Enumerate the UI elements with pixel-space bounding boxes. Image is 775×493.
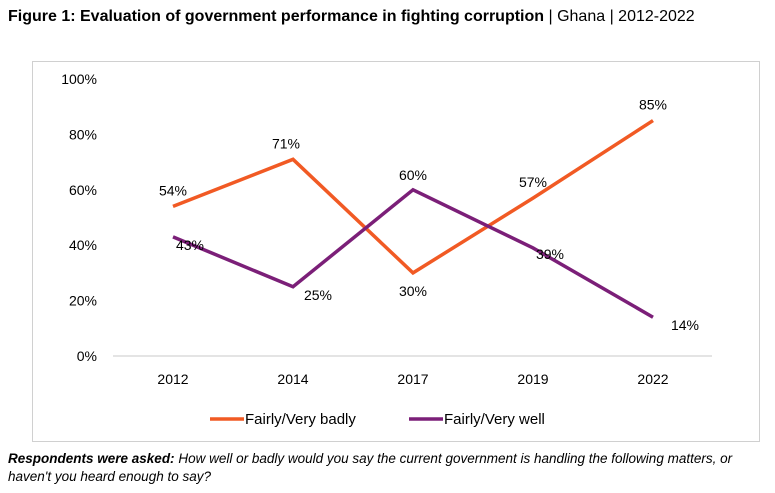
x-tick-label: 2014 — [277, 371, 308, 387]
chart-frame — [32, 61, 760, 442]
note-text: How well or badly would you say the curr… — [8, 451, 733, 484]
figure-title-main: Figure 1: Evaluation of government perfo… — [8, 8, 545, 25]
legend-label: Fairly/Very well — [444, 411, 545, 428]
y-tick-label: 60% — [69, 182, 97, 198]
x-tick-label: 2017 — [397, 371, 428, 387]
y-tick-label: 0% — [77, 348, 97, 364]
figure-title: Figure 1: Evaluation of government perfo… — [8, 6, 768, 28]
data-label: 30% — [399, 283, 427, 299]
y-tick-label: 20% — [69, 293, 97, 309]
data-label: 54% — [159, 182, 187, 198]
data-label: 71% — [272, 135, 300, 151]
data-label: 85% — [639, 97, 667, 113]
series-layer — [172, 119, 654, 319]
y-tick-label: 100% — [61, 71, 97, 87]
data-label: 39% — [536, 246, 564, 262]
x-tick-label: 2022 — [637, 371, 668, 387]
data-label: 57% — [519, 174, 547, 190]
data-label-layer: 54% 71% 30% 57% 85% 43% 25% 60% 39% 14% — [159, 97, 699, 334]
legend-label: Fairly/Very badly — [245, 411, 356, 428]
data-label: 43% — [176, 237, 204, 253]
legend: Fairly/Very badly Fairly/Very well — [210, 411, 545, 428]
data-label: 14% — [671, 317, 699, 333]
x-tick-label: 2012 — [157, 371, 188, 387]
x-tick-label: 2019 — [517, 371, 548, 387]
survey-question-note: Respondents were asked: How well or badl… — [8, 450, 768, 486]
data-label: 25% — [304, 287, 332, 303]
note-label: Respondents were asked: — [8, 451, 175, 466]
figure-title-context: | Ghana | 2012-2022 — [544, 8, 695, 25]
axis-layer: 0% 20% 40% 60% 80% 100% 2012 2014 2017 2019 2022 — [61, 71, 712, 387]
series-line-fairly-very-badly — [172, 119, 654, 276]
y-tick-label: 40% — [69, 237, 97, 253]
y-tick-label: 80% — [69, 126, 97, 142]
data-label: 60% — [399, 167, 427, 183]
